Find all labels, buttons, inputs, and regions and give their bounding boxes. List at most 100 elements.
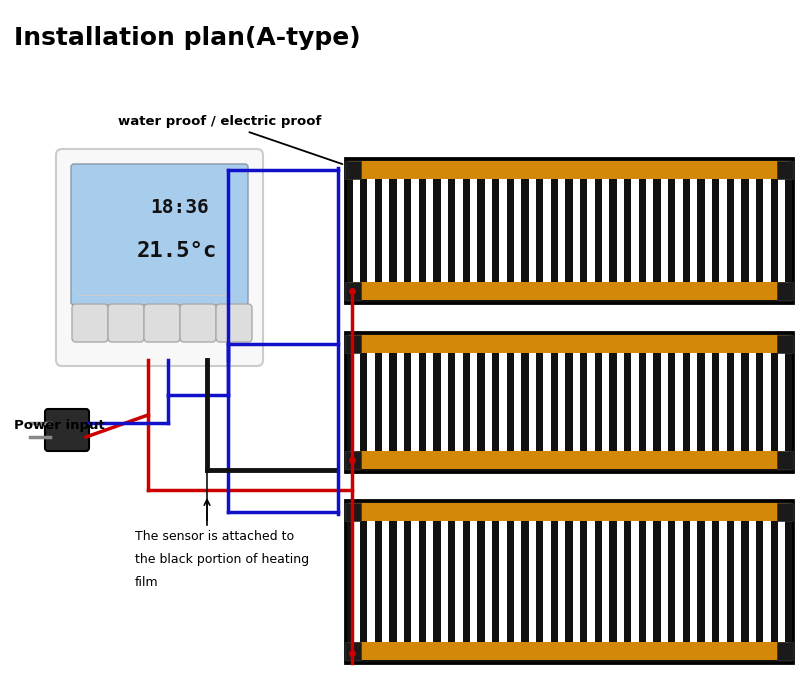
Bar [543, 179, 550, 282]
Bar [734, 353, 741, 451]
Text: film: film [135, 576, 158, 589]
Bar [690, 353, 697, 451]
Bar [617, 353, 624, 451]
Bar [602, 521, 609, 642]
Bar [573, 179, 580, 282]
Bar [661, 521, 668, 642]
Bar [514, 179, 521, 282]
Bar [719, 521, 726, 642]
Bar [485, 521, 492, 642]
Bar [749, 521, 756, 642]
FancyBboxPatch shape [71, 164, 248, 305]
Bar [499, 353, 506, 451]
Bar [455, 179, 462, 282]
Bar [349, 503, 789, 521]
Bar [777, 642, 793, 660]
Bar [675, 521, 682, 642]
Bar [485, 179, 492, 282]
Bar [719, 353, 726, 451]
Bar [470, 521, 477, 642]
Bar [345, 332, 793, 472]
Bar [719, 179, 726, 282]
Text: Power input: Power input [14, 418, 105, 431]
Bar [558, 353, 565, 451]
Bar [587, 353, 594, 451]
Bar [367, 521, 374, 642]
Bar [411, 353, 418, 451]
Bar [777, 503, 793, 521]
Bar [617, 521, 624, 642]
Bar [382, 179, 389, 282]
Bar [749, 353, 756, 451]
Bar [411, 521, 418, 642]
Bar [353, 521, 360, 642]
FancyBboxPatch shape [72, 304, 108, 342]
Bar [778, 179, 785, 282]
Bar [749, 179, 756, 282]
Bar [778, 353, 785, 451]
Bar [485, 353, 492, 451]
Bar [349, 282, 789, 300]
Bar [499, 521, 506, 642]
Bar [441, 353, 448, 451]
Bar [367, 353, 374, 451]
Bar [675, 353, 682, 451]
Bar [587, 179, 594, 282]
Bar [631, 353, 638, 451]
Bar [602, 179, 609, 282]
Text: the black portion of heating: the black portion of heating [135, 553, 309, 566]
Bar [705, 353, 712, 451]
Bar [631, 179, 638, 282]
Bar [349, 642, 789, 660]
Bar [455, 521, 462, 642]
Bar [543, 521, 550, 642]
Bar [543, 353, 550, 451]
Bar [646, 179, 653, 282]
Bar [367, 179, 374, 282]
Bar [529, 179, 536, 282]
Text: water proof / electric proof: water proof / electric proof [118, 115, 342, 164]
Bar [587, 521, 594, 642]
Bar [573, 521, 580, 642]
FancyBboxPatch shape [45, 409, 89, 451]
Bar [345, 335, 361, 353]
Bar [345, 161, 361, 179]
FancyBboxPatch shape [180, 304, 216, 342]
Bar [763, 353, 770, 451]
Bar [382, 521, 389, 642]
Bar [353, 353, 360, 451]
Bar [705, 179, 712, 282]
Bar [397, 521, 404, 642]
Bar [426, 521, 433, 642]
Bar [631, 521, 638, 642]
Bar [470, 353, 477, 451]
Bar [353, 179, 360, 282]
Text: The sensor is attached to: The sensor is attached to [135, 530, 294, 543]
Bar [514, 521, 521, 642]
Bar [382, 353, 389, 451]
Bar [777, 161, 793, 179]
Text: 21.5°c: 21.5°c [137, 241, 217, 261]
Bar [675, 179, 682, 282]
Bar [345, 642, 361, 660]
Bar [763, 179, 770, 282]
Bar [441, 179, 448, 282]
Bar [763, 521, 770, 642]
Bar [397, 179, 404, 282]
Bar [514, 353, 521, 451]
Bar [345, 282, 361, 300]
Bar [778, 521, 785, 642]
Bar [558, 179, 565, 282]
Bar [661, 179, 668, 282]
Bar [734, 179, 741, 282]
Bar [646, 521, 653, 642]
Bar [349, 451, 789, 469]
Bar [690, 179, 697, 282]
Bar [345, 451, 361, 469]
Bar [777, 451, 793, 469]
Bar [734, 521, 741, 642]
Bar [646, 353, 653, 451]
Bar [529, 353, 536, 451]
Bar [777, 335, 793, 353]
FancyBboxPatch shape [56, 149, 263, 366]
